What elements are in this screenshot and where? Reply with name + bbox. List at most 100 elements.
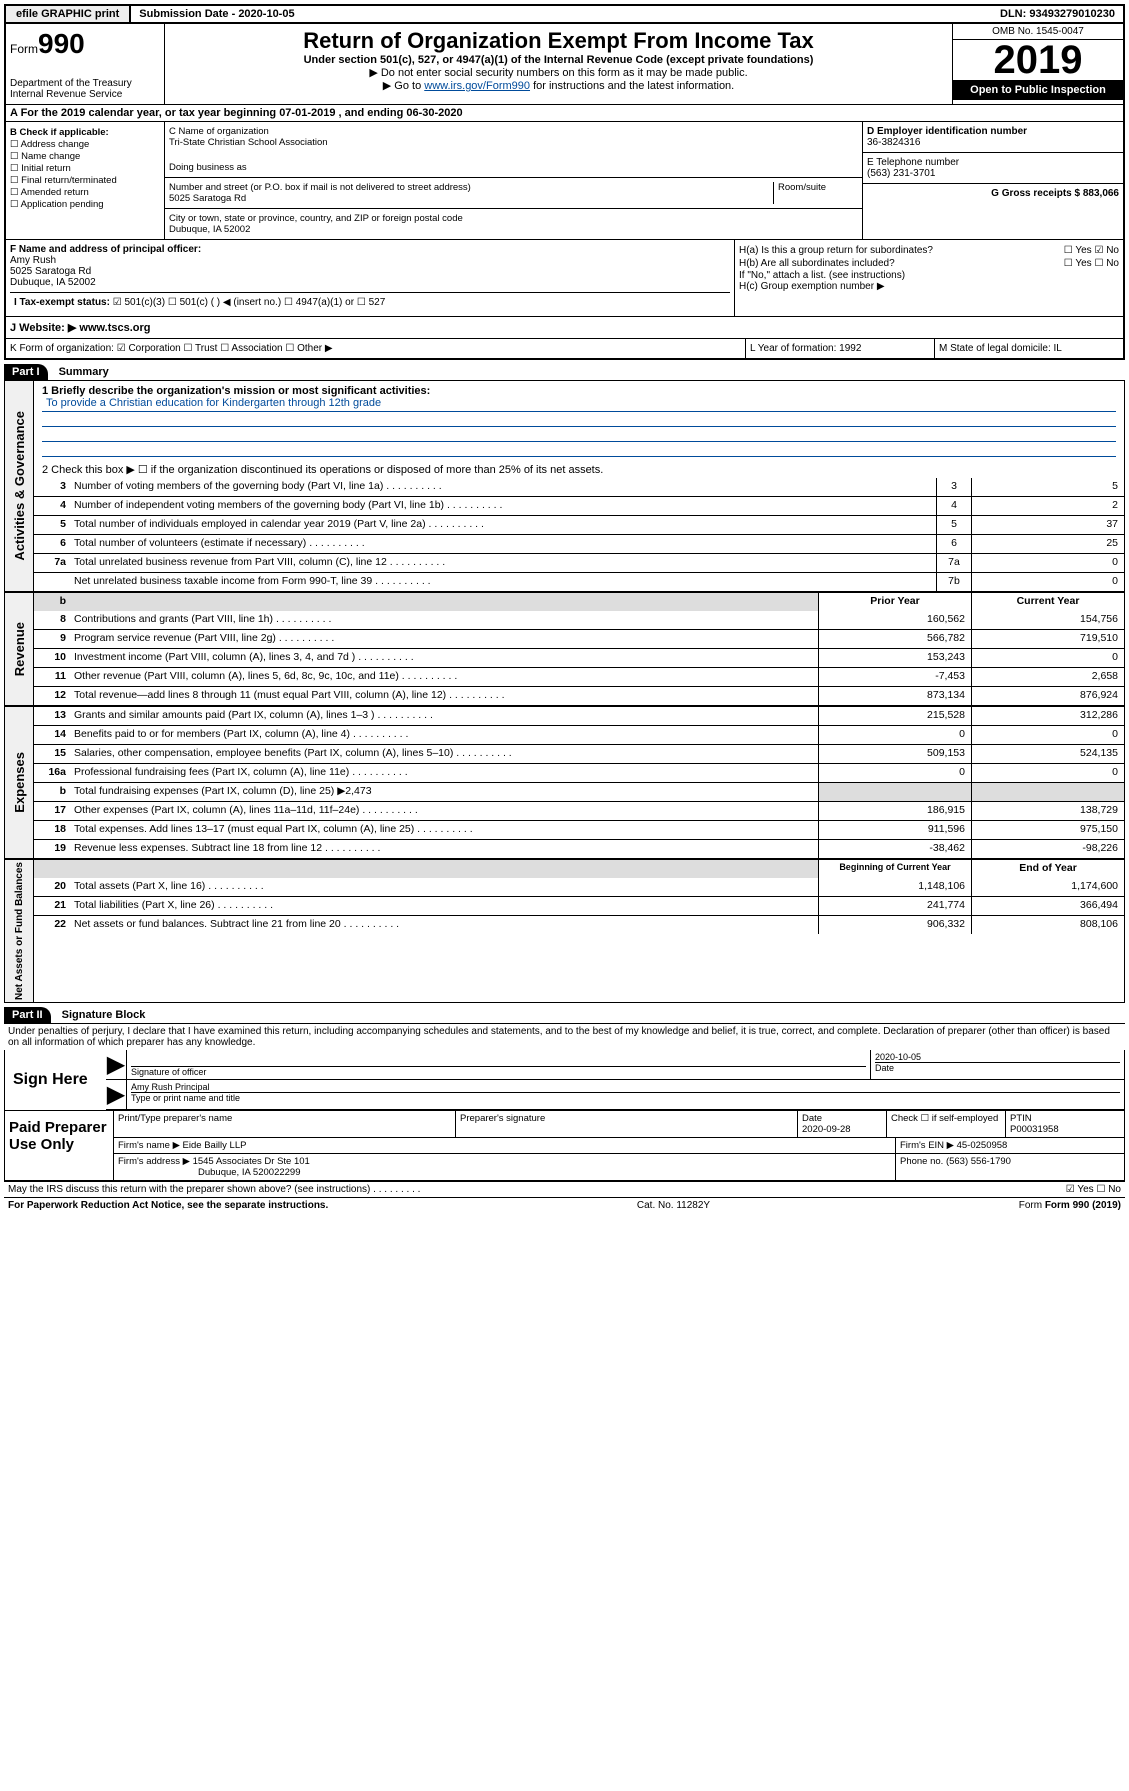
table-row: Net unrelated business taxable income fr… (34, 572, 1124, 591)
ein-value: 36-3824316 (867, 137, 1119, 148)
form-subtitle: Under section 501(c), 527, or 4947(a)(1)… (169, 54, 948, 66)
phone-value: (563) 231-3701 (867, 168, 1119, 179)
table-row: 17 Other expenses (Part IX, column (A), … (34, 801, 1124, 820)
table-row: 18 Total expenses. Add lines 13–17 (must… (34, 820, 1124, 839)
ptin: P00031958 (1010, 1124, 1059, 1135)
efile-button[interactable]: efile GRAPHIC print (6, 6, 131, 22)
dept-label: Department of the Treasury Internal Reve… (10, 78, 160, 100)
form-note-1: ▶ Do not enter social security numbers o… (169, 66, 948, 79)
hc-label: H(c) Group exemption number ▶ (739, 281, 1119, 292)
discuss-yes: ☑ Yes (1066, 1184, 1094, 1195)
sig-officer-label: Signature of officer (131, 1066, 866, 1077)
hb-note: If "No," attach a list. (see instruction… (739, 270, 1119, 281)
table-row: 16a Professional fundraising fees (Part … (34, 763, 1124, 782)
cat-no: Cat. No. 11282Y (637, 1200, 710, 1211)
top-bar: efile GRAPHIC print Submission Date - 20… (4, 4, 1125, 24)
website-value[interactable]: www.tscs.org (79, 322, 150, 334)
table-row: 19 Revenue less expenses. Subtract line … (34, 839, 1124, 858)
ha-label: H(a) Is this a group return for subordin… (739, 245, 933, 256)
org-name: Tri-State Christian School Association (169, 137, 858, 148)
table-row: 12 Total revenue—add lines 8 through 11 … (34, 686, 1124, 705)
table-row: 20 Total assets (Part X, line 16) 1,148,… (34, 878, 1124, 896)
gross-receipts: G Gross receipts $ 883,066 (863, 184, 1123, 203)
table-row: 10 Investment income (Part VIII, column … (34, 648, 1124, 667)
sig-date-label: Date (875, 1062, 1120, 1073)
table-row: 21 Total liabilities (Part X, line 26) 2… (34, 896, 1124, 915)
part2-header: Part II (4, 1007, 51, 1023)
line2: 2 Check this box ▶ ☐ if the organization… (34, 461, 1124, 478)
end-year-header: End of Year (971, 860, 1124, 878)
self-employed: Check ☐ if self-employed (886, 1111, 1005, 1137)
mission-text: To provide a Christian education for Kin… (42, 397, 1116, 412)
table-row: 9 Program service revenue (Part VIII, li… (34, 629, 1124, 648)
table-row: 11 Other revenue (Part VIII, column (A),… (34, 667, 1124, 686)
perjury-text: Under penalties of perjury, I declare th… (4, 1023, 1125, 1050)
officer-addr2: Dubuque, IA 52002 (10, 277, 730, 288)
form-note-2: ▶ Go to www.irs.gov/Form990 for instruct… (169, 79, 948, 92)
prior-year-header: Prior Year (818, 593, 971, 611)
table-row: b Total fundraising expenses (Part IX, c… (34, 782, 1124, 801)
table-row: 14 Benefits paid to or for members (Part… (34, 725, 1124, 744)
discuss-question: May the IRS discuss this return with the… (8, 1184, 420, 1195)
year-formation: L Year of formation: 1992 (746, 339, 935, 358)
form-word: Form (10, 42, 38, 56)
table-row: 7a Total unrelated business revenue from… (34, 553, 1124, 572)
paperwork-notice: For Paperwork Reduction Act Notice, see … (8, 1200, 328, 1211)
officer-addr1: 5025 Saratoga Rd (10, 266, 730, 277)
table-row: 15 Salaries, other compensation, employe… (34, 744, 1124, 763)
vlabel-net: Net Assets or Fund Balances (12, 860, 27, 1002)
b-marker: b (34, 593, 70, 611)
table-row: 3 Number of voting members of the govern… (34, 478, 1124, 496)
sig-date: 2020-10-05 (875, 1052, 1120, 1062)
form-container: Form990 Department of the Treasury Inter… (4, 24, 1125, 360)
table-row: 6 Total number of volunteers (estimate i… (34, 534, 1124, 553)
part1-header: Part I (4, 364, 48, 380)
sign-arrow-icon-2: ▶ (106, 1080, 126, 1109)
ein-label: D Employer identification number (867, 126, 1119, 137)
hb-label: H(b) Are all subordinates included? (739, 258, 895, 269)
officer-label: F Name and address of principal officer: (10, 244, 730, 255)
officer-name: Amy Rush (10, 255, 730, 266)
form-number: 990 (38, 28, 85, 59)
tax-status-opts: ☑ 501(c)(3) ☐ 501(c) ( ) ◀ (insert no.) … (113, 297, 386, 308)
room-label: Room/suite (773, 182, 858, 204)
city-value: Dubuque, IA 52002 (169, 224, 858, 235)
check-if-applicable: B Check if applicable: ☐ Address change … (6, 122, 165, 239)
vlabel-governance: Activities & Governance (10, 409, 29, 563)
preparer-name-label: Print/Type preparer's name (113, 1111, 455, 1137)
preparer-date: 2020-09-28 (802, 1124, 851, 1135)
table-row: 8 Contributions and grants (Part VIII, l… (34, 611, 1124, 629)
tax-status-label: I Tax-exempt status: (14, 297, 110, 308)
table-row: 5 Total number of individuals employed i… (34, 515, 1124, 534)
table-row: 4 Number of independent voting members o… (34, 496, 1124, 515)
submission-date: Submission Date - 2020-10-05 (131, 6, 302, 22)
form-of-org: K Form of organization: ☑ Corporation ☐ … (6, 339, 746, 358)
preparer-sig-label: Preparer's signature (455, 1111, 797, 1137)
sign-here-label: Sign Here (5, 1050, 106, 1110)
paid-preparer-label: Paid Preparer Use Only (5, 1111, 113, 1180)
tax-year: 2019 (953, 40, 1123, 80)
discuss-no: ☐ No (1096, 1184, 1121, 1195)
street-address: 5025 Saratoga Rd (169, 193, 773, 204)
typed-name: Amy Rush Principal (131, 1082, 1120, 1092)
sign-arrow-icon: ▶ (106, 1050, 126, 1079)
form-footer: Form Form 990 (2019) (1019, 1200, 1121, 1211)
addr-label: Number and street (or P.O. box if mail i… (169, 182, 773, 193)
open-inspection: Open to Public Inspection (953, 80, 1123, 100)
firm-address: Firm's address ▶ 1545 Associates Dr Ste … (118, 1156, 891, 1167)
current-year-header: Current Year (971, 593, 1124, 611)
dba-label: Doing business as (169, 162, 858, 173)
vlabel-revenue: Revenue (10, 620, 29, 678)
firm-name: Firm's name ▶ Eide Bailly LLP (113, 1138, 895, 1153)
line1-label: 1 Briefly describe the organization's mi… (42, 385, 1116, 397)
org-name-label: C Name of organization (169, 126, 858, 137)
firm-phone: Phone no. (563) 556-1790 (895, 1154, 1124, 1180)
table-row: 13 Grants and similar amounts paid (Part… (34, 707, 1124, 725)
row-a-period: A For the 2019 calendar year, or tax yea… (6, 104, 1123, 121)
irs-link[interactable]: www.irs.gov/Form990 (424, 80, 530, 92)
typed-label: Type or print name and title (131, 1092, 1120, 1103)
part2-title: Signature Block (54, 1009, 146, 1021)
table-row: 22 Net assets or fund balances. Subtract… (34, 915, 1124, 934)
dln-label: DLN: 93493279010230 (992, 6, 1123, 22)
firm-city: Dubuque, IA 520022299 (118, 1167, 891, 1178)
